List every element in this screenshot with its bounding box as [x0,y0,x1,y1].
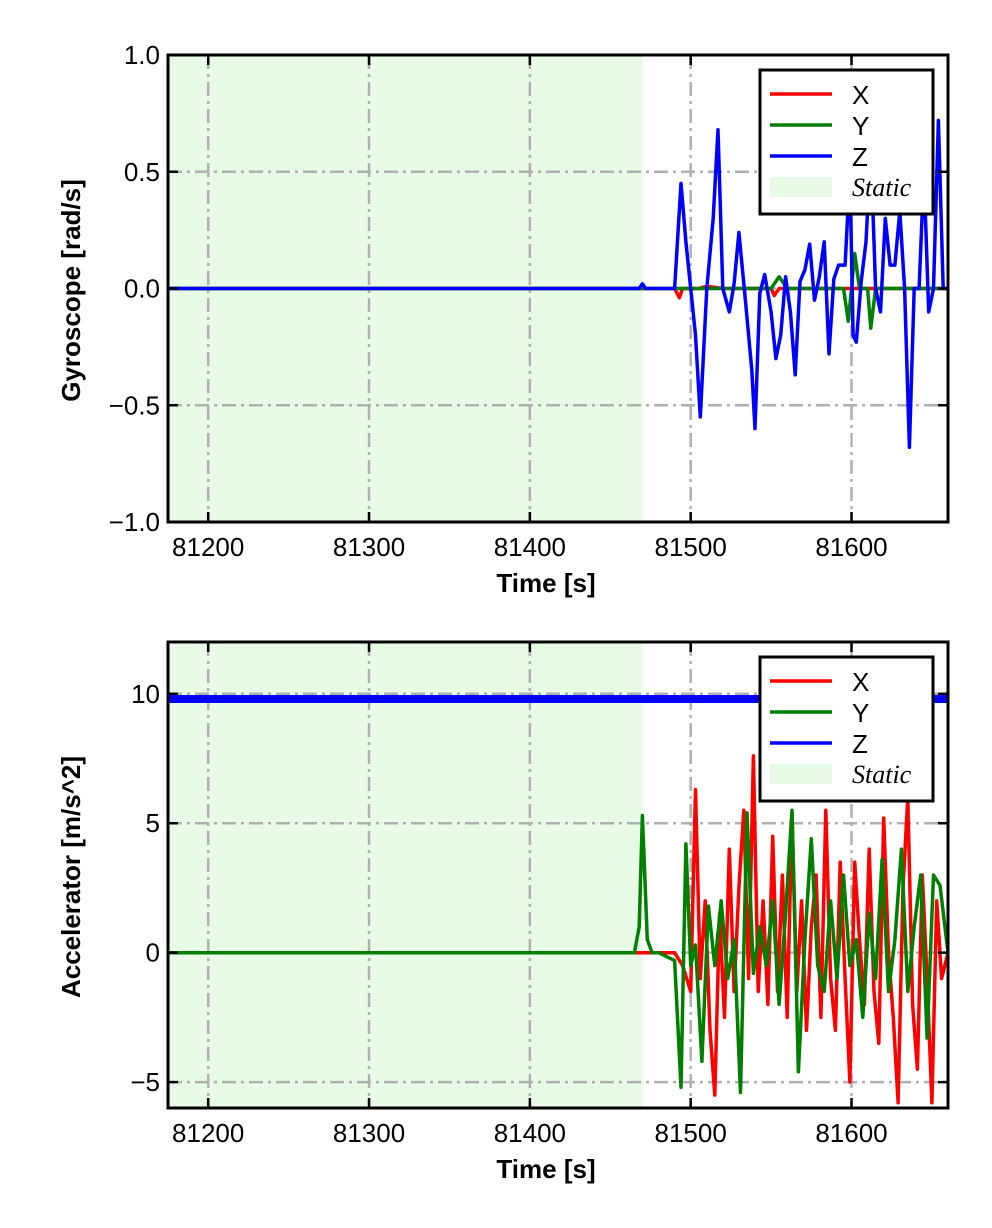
x-tick-label: 81300 [333,1118,405,1148]
plot-frame [166,640,950,1110]
y-tick-label: −1.0 [109,507,160,537]
legend-label-static: Static [852,760,912,789]
x-tick-label: 81500 [655,1118,727,1148]
x-axis-label: Time [s] [496,568,595,598]
y-tick-label: 0 [146,938,160,968]
x-tick-label: 81200 [172,532,244,562]
accelerometer-chart: 81200 81300 81400 81500 81600 −5 0 5 10 Time [s] A… [56,640,950,1184]
x-tick-label: 81200 [172,1118,244,1148]
x-tick-label: 81300 [333,532,405,562]
legend-swatch-static [770,177,832,197]
x-tick-label: 81400 [494,532,566,562]
y-tick-label: 0.5 [124,157,160,187]
y-axis-label: Accelerator [m/s^2] [56,756,86,998]
legend-label-y: Y [852,698,869,728]
series-line-x [168,754,948,1105]
y-tick-label: 5 [146,808,160,838]
y-tick-label: 0.0 [124,274,160,304]
legend-label-static: Static [852,173,912,202]
legend-label-x: X [852,667,869,697]
series-line-z [168,118,948,450]
x-axis-label: Time [s] [496,1154,595,1184]
y-tick-label: 10 [131,679,160,709]
legend-swatch-static [770,764,832,784]
y-tick-label: −5 [130,1067,160,1097]
x-tick-label: 81600 [815,1118,887,1148]
y-tick-label: 1.0 [124,40,160,70]
static-region [168,642,643,1108]
legend-label-x: X [852,80,869,110]
gyroscope-chart: 81200 81300 81400 81500 81600 −1.0 −0.5 0.0 0.5 1… [56,40,950,598]
legend-label-z: Z [852,729,868,759]
legend-label-z: Z [852,142,868,172]
y-axis-label: Gyroscope [rad/s] [56,179,86,402]
legend-label-y: Y [852,111,869,141]
y-tick-label: −0.5 [109,390,160,420]
x-tick-label: 81600 [815,532,887,562]
series-line-y [168,808,948,1095]
x-tick-label: 81500 [655,532,727,562]
plot-area [168,118,948,450]
x-tick-label: 81400 [494,1118,566,1148]
